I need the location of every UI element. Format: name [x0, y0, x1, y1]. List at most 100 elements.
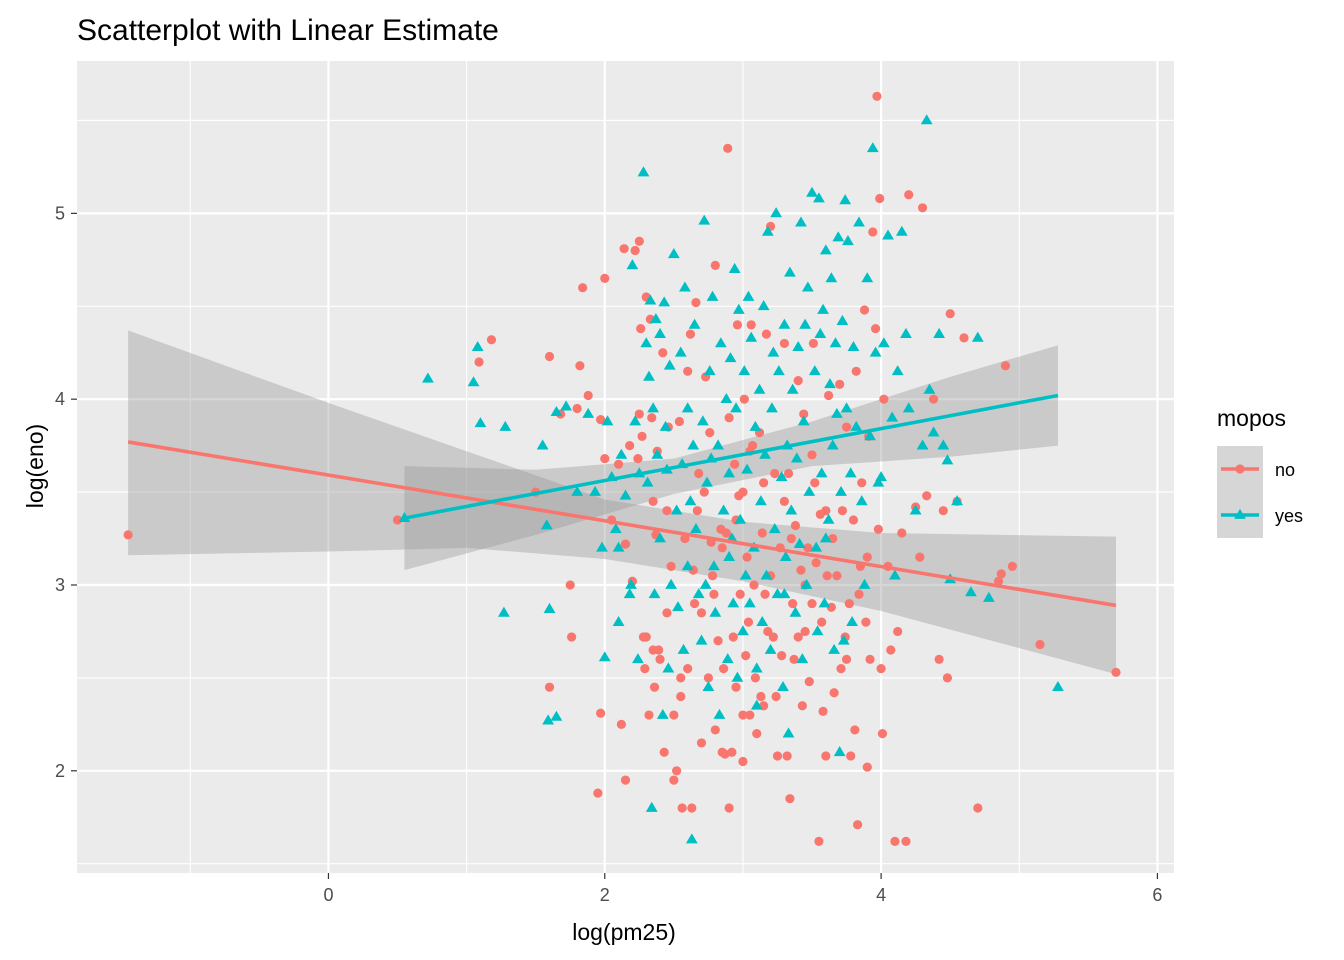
x-axis: 0 2 4 6 — [323, 873, 1162, 905]
point-yes — [712, 439, 724, 450]
legend-label-yes: yes — [1275, 506, 1303, 526]
point-no — [640, 664, 650, 674]
point-no — [1111, 667, 1121, 677]
x-axis-title: log(pm25) — [572, 919, 676, 945]
point-yes — [542, 714, 555, 725]
point-no — [742, 552, 752, 562]
point-no — [575, 361, 585, 371]
point-yes — [793, 537, 806, 548]
point-yes — [766, 402, 778, 413]
point-no — [728, 632, 738, 642]
point-no — [861, 617, 871, 627]
point-no — [662, 506, 672, 516]
point-yes — [818, 597, 831, 608]
point-no — [851, 366, 861, 376]
point-yes — [659, 420, 672, 431]
point-yes — [869, 346, 882, 357]
point-no — [886, 645, 896, 655]
point-no — [789, 654, 799, 664]
point-no — [677, 803, 687, 813]
point-no — [829, 688, 839, 698]
point-no — [707, 571, 718, 581]
point-yes — [882, 229, 894, 240]
point-yes — [937, 439, 950, 450]
point-no — [655, 654, 665, 664]
point-no — [862, 762, 872, 772]
point-no — [583, 390, 593, 401]
point-no — [659, 747, 669, 757]
point-yes — [756, 615, 769, 627]
point-yes — [800, 578, 813, 589]
point-yes — [687, 439, 700, 450]
point-no — [669, 775, 679, 785]
point-yes — [615, 448, 628, 459]
point-no — [613, 459, 624, 469]
point-yes — [695, 634, 708, 645]
point-no — [713, 636, 723, 646]
point-no — [683, 366, 693, 376]
point-yes — [684, 495, 697, 506]
point-no — [123, 530, 133, 540]
point-no — [741, 650, 751, 661]
point-yes — [422, 372, 434, 383]
point-no — [724, 413, 734, 423]
point-no — [596, 708, 606, 718]
point-yes — [875, 471, 887, 482]
point-no — [649, 682, 660, 692]
point-yes — [663, 359, 676, 370]
point-yes — [734, 513, 747, 524]
point-yes — [670, 504, 683, 515]
point-no — [872, 91, 882, 101]
point-yes — [842, 235, 854, 246]
point-yes — [900, 327, 912, 338]
point-no — [743, 617, 754, 627]
point-no — [752, 729, 762, 739]
point-no — [832, 571, 842, 581]
point-yes — [768, 523, 781, 534]
point-yes — [778, 588, 791, 599]
point-yes — [801, 281, 814, 292]
point-no — [689, 598, 700, 609]
point-yes — [644, 294, 657, 305]
point-yes — [471, 340, 484, 352]
point-no — [897, 528, 907, 538]
point-yes — [902, 402, 915, 413]
point-no — [749, 580, 759, 590]
point-no — [868, 227, 878, 237]
point-yes — [649, 313, 662, 324]
point-no — [837, 506, 848, 516]
point-yes — [745, 331, 758, 342]
point-no — [738, 756, 748, 767]
point-yes — [647, 402, 660, 413]
point-yes — [759, 448, 771, 459]
point-no — [772, 751, 783, 761]
point-no — [600, 454, 610, 464]
point-no — [823, 390, 834, 401]
point-yes — [775, 471, 788, 482]
point-no — [850, 725, 860, 735]
point-yes — [727, 597, 740, 608]
point-no — [761, 329, 772, 339]
point-no — [750, 673, 760, 683]
point-yes — [832, 231, 845, 242]
point-yes — [813, 192, 825, 203]
point-no — [637, 431, 647, 441]
point-yes — [833, 746, 846, 757]
point-no — [694, 468, 704, 479]
point-yes — [920, 114, 933, 125]
point-no — [853, 820, 863, 830]
point-yes — [916, 439, 929, 450]
point-yes — [637, 166, 650, 177]
point-no — [870, 323, 881, 334]
point-yes — [720, 392, 733, 404]
point-no — [630, 245, 640, 256]
point-no — [692, 506, 702, 516]
point-yes — [846, 615, 858, 627]
point-yes — [709, 606, 722, 617]
point-yes — [612, 541, 625, 552]
point-yes — [667, 248, 680, 259]
point-no — [757, 528, 767, 538]
point-yes — [662, 662, 675, 673]
point-yes — [499, 420, 512, 431]
